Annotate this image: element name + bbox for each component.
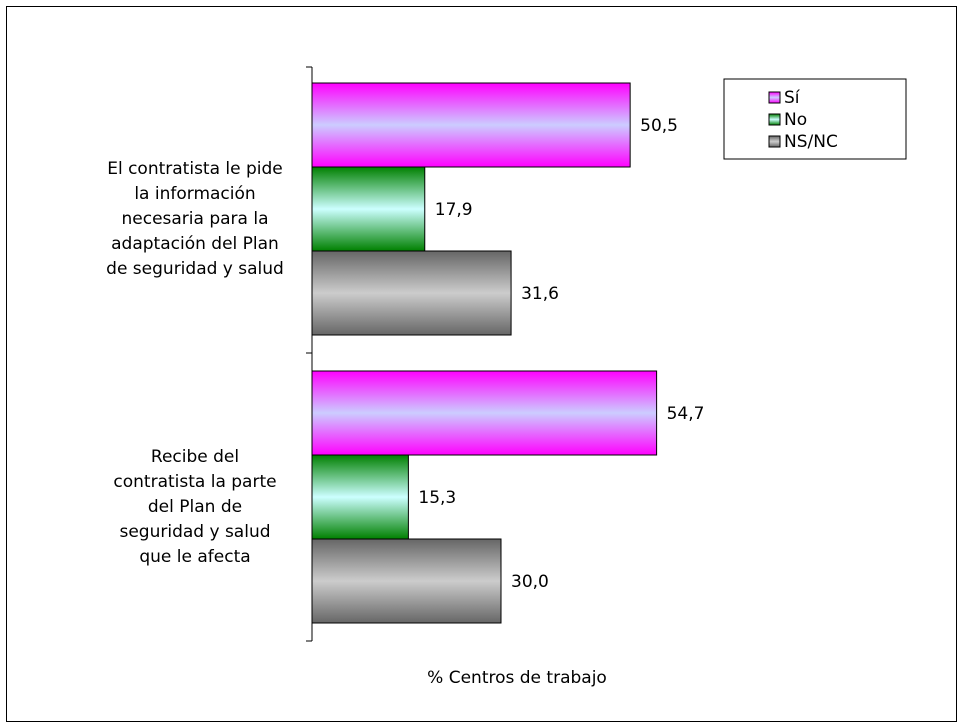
value-label: 15,3 [418,488,456,508]
legend-label: NS/NC [784,132,838,152]
category-label-1: El contratista le pide la información nece… [106,159,284,279]
bar-No-2 [311,454,409,540]
bars [311,82,658,624]
legend-label: Sí [784,88,801,108]
value-label: 54,7 [667,404,705,424]
legend-swatch-Sí [768,91,781,104]
x-axis-title: % Centros de trabajo [427,668,607,688]
bar-chart: El contratista le pide la información nece… [106,66,907,688]
category-labels: El contratista le pide la información nece… [106,159,284,567]
bar-Sí-1 [311,82,631,168]
legend-box [723,78,907,160]
y-axis [306,66,313,642]
bar-NS/NC-2 [311,538,502,624]
value-labels: 50,5 17,9 31,6 54,7 15,3 30,0 [418,116,704,592]
chart-frame: El contratista le pide la información nece… [6,6,957,722]
legend-swatch-No [768,113,781,126]
category-label-2: Recibe del contratista la parte del Plan d… [113,447,276,567]
legend-label: No [784,110,807,130]
value-label: 50,5 [640,116,678,136]
value-label: 31,6 [521,284,559,304]
value-label: 17,9 [435,200,473,220]
value-label: 30,0 [511,572,549,592]
bar-NS/NC-1 [311,250,512,336]
bar-Sí-2 [311,370,658,456]
legend-swatch-NS/NC [768,135,781,148]
bar-No-1 [311,166,426,252]
